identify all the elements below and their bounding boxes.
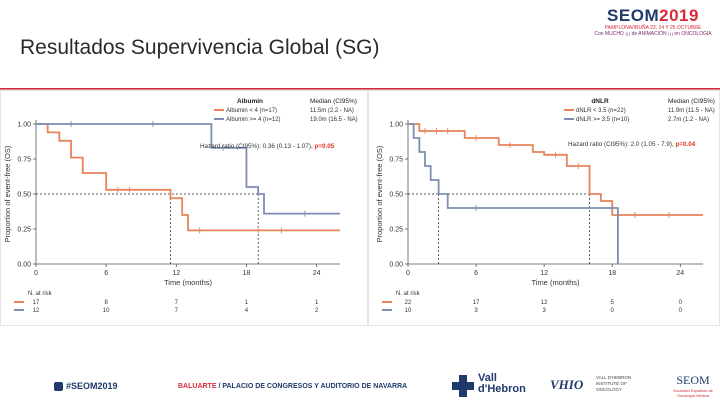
- y-tick-label: 0.00: [17, 262, 31, 269]
- risk-table-title: N. at risk: [28, 291, 53, 297]
- hazard-ratio: Hazard ratio (CI95%): 0.36 (0.13 - 1.07)…: [200, 143, 335, 150]
- risk-count: 0: [611, 308, 615, 314]
- footer-hashtag-text: #SEOM2019: [66, 381, 118, 391]
- risk-count: 3: [542, 308, 546, 314]
- risk-count: 5: [611, 300, 615, 306]
- hazard-p-value: p=0.04: [675, 141, 695, 148]
- legend-median: 2.7m (1.2 - NA): [668, 117, 709, 123]
- legend-median: 11.5m (2.2 - NA): [310, 108, 354, 114]
- risk-count: 12: [541, 300, 548, 306]
- header-rule: [0, 88, 720, 90]
- x-tick-label: 18: [243, 270, 251, 277]
- x-tick-label: 6: [474, 270, 478, 277]
- legend-title: Albumin: [237, 98, 263, 105]
- seom-logo: SEOM2019 PAMPLONA/IRUÑA 23, 24 Y 25 OCTU…: [594, 6, 712, 37]
- vall-hebron-logo: Vall d'Hebron: [452, 369, 542, 403]
- risk-count: 0: [679, 300, 683, 306]
- seom-footer-text: SEOM: [676, 373, 710, 387]
- x-tick-label: 18: [608, 270, 616, 277]
- hazard-ratio: Hazard ratio (CI95%): 2.0 (1.05 - 7.9), …: [568, 141, 696, 148]
- km-curve-dNLR >= 3.5 (n=10): [408, 123, 619, 264]
- x-tick-label: 12: [172, 270, 180, 277]
- risk-count: 12: [33, 308, 40, 314]
- logo-year-text: 2019: [659, 6, 699, 25]
- x-tick-label: 24: [313, 270, 321, 277]
- legend-median: 19.0m (16.5 - NA): [310, 117, 358, 123]
- risk-count: 1: [315, 300, 319, 306]
- legend-label: dNLR >= 3.5 (n=10): [576, 117, 629, 123]
- risk-count: 7: [175, 308, 179, 314]
- hazard-ratio-text: Hazard ratio (CI95%): 2.0 (1.05 - 7.9),: [568, 141, 675, 148]
- y-axis-label: Proportion of event-free (OS): [3, 145, 12, 242]
- legend-label: Albumin >= 4 (n=12): [226, 117, 281, 123]
- y-tick-label: 0.75: [17, 157, 31, 164]
- risk-count: 1: [245, 300, 249, 306]
- hazard-p-value: p=0.05: [314, 143, 334, 150]
- x-tick-label: 12: [540, 270, 548, 277]
- y-tick-label: 0.00: [389, 262, 403, 269]
- legend-label: dNLR < 3.5 (n=22): [576, 108, 626, 114]
- risk-count: 8: [104, 300, 108, 306]
- km-curve-Albumin >= 4 (n=12): [36, 123, 340, 215]
- legend-median-header: Median (CI95%): [668, 98, 715, 105]
- y-axis-label: Proportion of event-free (OS): [375, 145, 384, 242]
- vh-line-1: Vall: [478, 372, 497, 384]
- risk-count: 4: [245, 308, 249, 314]
- risk-table-title: N. at risk: [396, 291, 421, 297]
- legend-median-header: Median (CI95%): [310, 98, 357, 105]
- y-tick-label: 0.50: [389, 192, 403, 199]
- x-tick-label: 6: [104, 270, 108, 277]
- x-tick-label: 0: [34, 270, 38, 277]
- risk-count: 2: [315, 308, 319, 314]
- risk-count: 7: [175, 300, 179, 306]
- legend-title: dNLR: [591, 98, 609, 105]
- hazard-ratio-text: Hazard ratio (CI95%): 0.36 (0.13 - 1.07)…: [200, 143, 314, 150]
- x-tick-label: 0: [406, 270, 410, 277]
- logo-seom-text: SEOM: [607, 6, 660, 25]
- seom-footer-logo: SEOM Sociedad Española de Oncología Médi…: [668, 373, 718, 398]
- risk-count: 3: [474, 308, 478, 314]
- hashtag-icon: [54, 382, 63, 392]
- footer-venue-text: / PALACIO DE CONGRESOS Y AUDITORIO DE NA…: [216, 383, 408, 390]
- x-tick-label: 24: [676, 270, 684, 277]
- footer-venue: BALUARTE / PALACIO DE CONGRESOS Y AUDITO…: [178, 383, 407, 390]
- risk-count: 10: [405, 308, 412, 314]
- logo-subtitle-2: Con MUCHO ¡¡¡ de ANIMACIÓN ¡¡¡ en ONCOLO…: [594, 31, 712, 37]
- vhio-logo: VHIO: [550, 377, 584, 392]
- vh-line-2: d'Hebron: [478, 383, 526, 395]
- km-chart-dnlr: 0.00 0.25 0.50 0.75 1.00 0 6 12 18 24 Proportion o…: [375, 98, 715, 314]
- km-curve-dNLR < 3.5 (n=22): [408, 123, 703, 216]
- risk-count: 0: [679, 308, 683, 314]
- vhio-subtitle: VALL D'HEBRON INSTITUTE OF ONCOLOGY: [596, 375, 632, 392]
- risk-count: 17: [473, 300, 480, 306]
- risk-count: 10: [103, 308, 110, 314]
- logo-subtitle: PAMPLONA/IRUÑA 23, 24 Y 25 OCTUBRE: [604, 25, 702, 31]
- risk-count: 22: [405, 300, 412, 306]
- risk-count: 17: [33, 300, 40, 306]
- y-tick-label: 0.50: [17, 192, 31, 199]
- y-tick-label: 1.00: [17, 122, 31, 129]
- footer: #SEOM2019 BALUARTE / PALACIO DE CONGRESO…: [0, 367, 720, 405]
- footer-venue-prefix: BALUARTE: [178, 383, 217, 390]
- y-tick-label: 0.25: [389, 227, 403, 234]
- x-axis-label: Time (months): [164, 278, 213, 287]
- x-axis-label: Time (months): [531, 278, 580, 287]
- y-tick-label: 0.75: [389, 157, 403, 164]
- cross-icon: [452, 375, 474, 397]
- slide-title: Resultados Supervivencia Global (SG): [20, 36, 380, 59]
- y-tick-label: 0.25: [17, 227, 31, 234]
- legend-median: 11.9m (11.5 - NA): [668, 108, 715, 114]
- footer-hashtag: #SEOM2019: [54, 381, 118, 392]
- y-tick-label: 1.00: [389, 122, 403, 129]
- seom-footer-subtitle: Sociedad Española de Oncología Médica: [672, 388, 714, 398]
- legend-label: Albumin < 4 (n=17): [226, 108, 277, 114]
- km-curve-Albumin < 4 (n=17): [36, 123, 340, 232]
